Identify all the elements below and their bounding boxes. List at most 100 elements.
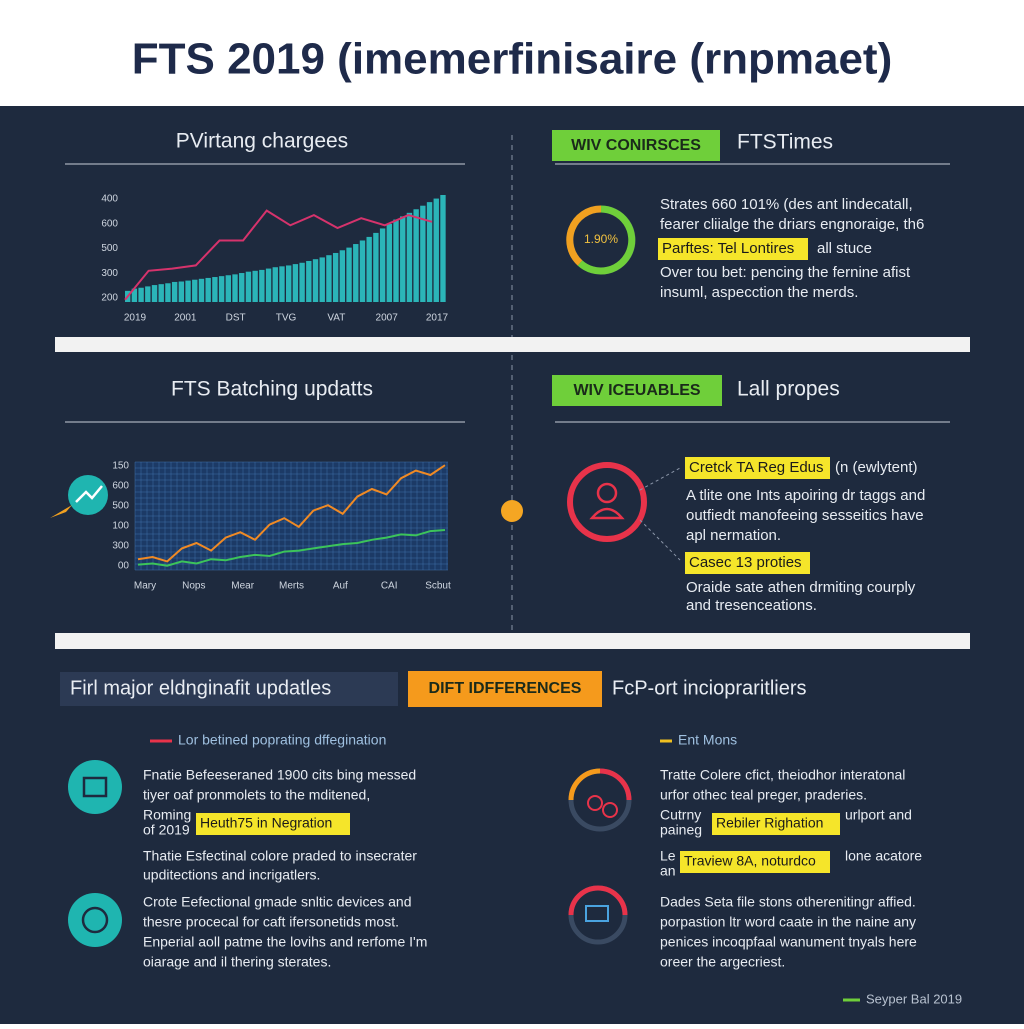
bar [353, 244, 359, 302]
icon-ring [568, 885, 628, 916]
bar [185, 280, 191, 302]
bar [171, 281, 178, 302]
icon-glyph [587, 795, 603, 811]
y-tick-label: 400 [101, 194, 118, 205]
dot [501, 500, 523, 522]
text-line: penices incoqpfaal wanument tnyals here [660, 934, 917, 950]
text-line: Le [660, 848, 676, 864]
text-line: Strates 660 101% (des ant lindecatall, [660, 196, 913, 213]
bar [158, 284, 164, 302]
panel-title: FTS Batching updatts [171, 378, 373, 401]
x-tick-label: Mear [231, 581, 254, 592]
line [137, 464, 446, 563]
icon [68, 760, 122, 814]
text-line: Thatie Esfectinal colore praded to insec… [143, 848, 417, 864]
donut-arc [566, 205, 602, 266]
badge [408, 671, 602, 707]
text-line: Over tou bet: pencing the fernine afist [660, 264, 911, 281]
bar [366, 236, 372, 302]
badge [552, 375, 722, 406]
bar [198, 278, 205, 302]
icon-glyph [602, 802, 618, 818]
section-title: FcP-ort inciopraritliers [612, 677, 806, 699]
header-band [0, 0, 1024, 106]
bar [386, 223, 392, 302]
bar [192, 279, 198, 302]
bar [292, 264, 299, 302]
banner-text: Firl major eldnginafit updatles [70, 677, 331, 699]
line [124, 209, 433, 301]
highlight-box [685, 457, 830, 479]
highlight-box [712, 813, 840, 835]
x-tick-label: VAT [327, 313, 345, 324]
bar [420, 205, 426, 302]
x-tick-label: Nops [182, 581, 205, 592]
bar [286, 265, 292, 302]
badge-text: WIV CONIRSCES [571, 137, 701, 154]
title: FTS 2019 (imemerfinisaire (rnpmaet) [132, 35, 892, 84]
text-line: paineg [660, 822, 702, 838]
text-line: (n (ewlytent) [835, 459, 918, 476]
bar [440, 195, 446, 302]
badge [552, 130, 720, 161]
bar [426, 202, 433, 302]
banner [60, 672, 398, 706]
bar [312, 259, 319, 302]
bar [406, 212, 413, 302]
icon-ring [568, 768, 601, 801]
bar [272, 267, 278, 302]
text-line: apl nermation. [686, 527, 781, 544]
bar [225, 275, 231, 302]
y-tick-label: 600 [112, 481, 129, 492]
footer-text: Seyper Bal 2019 [866, 991, 962, 1006]
highlight-text: Parftes: Tel Lontires [662, 240, 794, 257]
bar [252, 270, 258, 302]
x-tick-label: Scbut [425, 581, 451, 592]
text-line: Fnatie Befeeseraned 1900 cits bing messe… [143, 767, 416, 783]
bar [165, 283, 171, 302]
highlight-box [680, 851, 830, 873]
x-tick-label: Mary [134, 581, 156, 592]
y-tick-label: 150 [112, 461, 129, 472]
y-tick-label: 600 [101, 218, 118, 229]
x-tick-label: CAI [381, 581, 398, 592]
icon-arrow [50, 505, 72, 518]
line [137, 529, 446, 567]
icon-glyph [596, 482, 618, 504]
bar [265, 268, 272, 302]
donut-label: 1.90% [584, 232, 618, 246]
text-line: and tresenceations. [686, 597, 817, 614]
bar [379, 228, 386, 302]
bar [306, 260, 312, 302]
x-tick-label: 2017 [426, 313, 449, 324]
bar [239, 273, 245, 302]
panel-title: PVirtang chargees [176, 130, 348, 153]
bar [138, 287, 144, 302]
text-line: upditections and incrigatlers. [143, 867, 320, 883]
icon-glyph [75, 485, 103, 503]
y-tick-label: 00 [118, 561, 130, 572]
bar [359, 240, 366, 302]
y-tick-label: 500 [101, 243, 118, 254]
text-line: A tlite one Ints apoiring dr taggs and [686, 487, 925, 504]
bar [299, 262, 305, 302]
text-line: an [660, 863, 676, 879]
bar [131, 288, 138, 302]
donut-arc [577, 205, 636, 275]
text-line: oreer the argecriest. [660, 954, 785, 970]
panel-title: FTSTimes [737, 131, 833, 154]
subheader: Lor betined poprating dffegination [178, 732, 386, 748]
badge-text: DIFT IDFFERENCES [429, 680, 582, 697]
x-tick-label: TVG [276, 313, 297, 324]
bar [373, 232, 379, 302]
text-line: thesre procecal for caft ifersonetids mo… [143, 914, 399, 930]
bar [178, 281, 185, 302]
icon [68, 893, 122, 947]
panel-title: Lall propes [737, 378, 840, 401]
text-line: Enperial aoll patme the lovihs and rerfo… [143, 934, 427, 950]
bar [413, 209, 419, 302]
text-line: urlport and [845, 807, 912, 823]
bar [245, 271, 252, 302]
bar [151, 285, 158, 302]
